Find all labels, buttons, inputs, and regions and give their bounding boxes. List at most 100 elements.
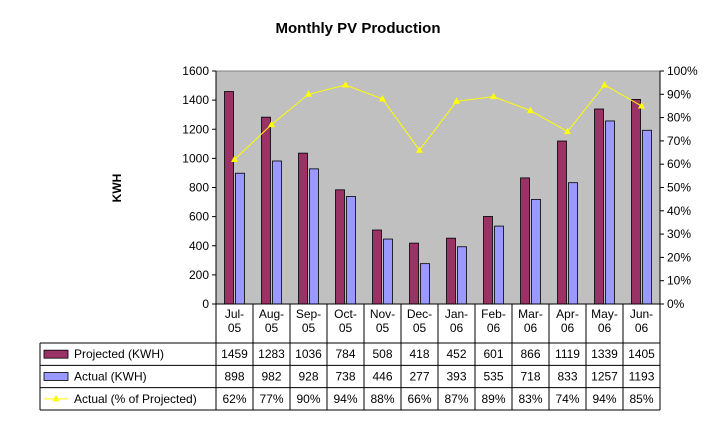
y-tick-label: 1400 [182, 93, 209, 107]
category-label: 05 [228, 321, 242, 335]
table-value: 88% [370, 392, 394, 406]
table-value: 418 [409, 347, 429, 361]
table-value: 277 [409, 370, 429, 384]
table-value: 74% [555, 392, 579, 406]
projected-bar [261, 116, 271, 305]
category-label: 06 [561, 321, 575, 335]
y-tick-label: 600 [189, 210, 209, 224]
projected-bar [483, 216, 493, 305]
category-label: Jun- [630, 307, 653, 321]
table-value: 1459 [221, 347, 248, 361]
percent-marker [379, 94, 386, 102]
table-value: 535 [483, 370, 503, 384]
category-label: Jul- [225, 307, 244, 321]
table-value: 1339 [591, 347, 618, 361]
actual-bar [457, 246, 467, 305]
percent-marker [564, 127, 571, 135]
legend-key [43, 372, 69, 381]
table-value: 1036 [295, 347, 322, 361]
actual-bar [383, 238, 393, 305]
percent-marker [638, 101, 645, 109]
category-label: 05 [302, 321, 316, 335]
table-value: 1283 [258, 347, 285, 361]
actual-bar [235, 172, 245, 305]
category-label: Aug- [259, 307, 284, 321]
projected-bar [372, 229, 382, 305]
projected-bar [520, 177, 530, 305]
category-label: Nov- [370, 307, 395, 321]
category-label: Jan- [445, 307, 468, 321]
y2-tick-label: 10% [667, 274, 691, 288]
table-value: 1257 [591, 370, 618, 384]
y-tick-label: 200 [189, 268, 209, 282]
y2-tick-label: 70% [667, 134, 691, 148]
percent-marker [601, 80, 608, 88]
data-table: Jul-05Aug-05Sep-05Oct-05Nov-05Dec-05Jan-… [39, 304, 661, 411]
table-value: 66% [407, 392, 431, 406]
table-value: 1193 [629, 370, 655, 384]
y-tick-label: 1200 [182, 122, 209, 136]
category-label: Feb- [481, 307, 506, 321]
y-axis-label: KWH [110, 174, 124, 203]
percent-marker [342, 80, 349, 88]
legend-key-marker [52, 394, 60, 402]
table-value: 1119 [555, 347, 580, 361]
table-value: 1405 [628, 347, 655, 361]
legend-label: Projected (KWH) [74, 347, 164, 361]
actual-bar [420, 263, 430, 305]
category-label: Sep- [296, 307, 321, 321]
table-value: 833 [557, 370, 577, 384]
y-tick-label: 0 [202, 297, 209, 311]
category-label: 05 [376, 321, 390, 335]
percent-marker [490, 92, 497, 100]
chart-title: Monthly PV Production [276, 20, 441, 37]
category-label: 06 [450, 321, 464, 335]
table-value: 94% [592, 392, 616, 406]
y2-tick-label: 80% [667, 111, 691, 125]
bars-layer [224, 91, 652, 305]
y2-tick-label: 30% [667, 227, 691, 241]
actual-bar [531, 199, 541, 305]
actual-bar [309, 168, 319, 305]
projected-bar [594, 108, 604, 305]
category-label: Oct- [334, 307, 357, 321]
table-value: 87% [444, 392, 468, 406]
table-value: 62% [222, 392, 246, 406]
y2-tick-label: 0% [667, 297, 685, 311]
y2-tick-label: 40% [667, 204, 691, 218]
y2-tick-label: 100% [667, 64, 698, 78]
table-value: 898 [224, 370, 244, 384]
projected-bar [335, 189, 345, 305]
legend-label: Actual (% of Projected) [74, 392, 197, 406]
table-value: 393 [446, 370, 466, 384]
table-value: 508 [372, 347, 392, 361]
table-value: 601 [483, 347, 503, 361]
y2-tick-label: 60% [667, 157, 691, 171]
projected-bar [224, 91, 234, 305]
percent-marker [231, 155, 238, 163]
table-value: 83% [518, 392, 542, 406]
y-tick-label: 400 [189, 239, 209, 253]
percent-marker [527, 106, 534, 114]
category-label: 05 [413, 321, 427, 335]
actual-bar [568, 182, 578, 305]
category-label: 06 [487, 321, 501, 335]
legend-label: Actual (KWH) [74, 370, 147, 384]
table-value: 784 [335, 347, 355, 361]
percent-marker [453, 97, 460, 104]
actual-bar [494, 225, 504, 305]
y-tick-label: 1600 [182, 64, 209, 78]
table-value: 89% [481, 392, 505, 406]
y-tick-label: 800 [189, 181, 209, 195]
table-value: 94% [333, 392, 357, 406]
actual-bar [642, 129, 652, 305]
category-label: 05 [265, 321, 279, 335]
projected-bar [298, 152, 308, 305]
category-label: May- [591, 307, 618, 321]
percent-marker [305, 90, 312, 97]
category-label: 06 [598, 321, 612, 335]
table-value: 928 [298, 370, 318, 384]
projected-bar [631, 98, 641, 305]
category-label: 06 [524, 321, 538, 335]
